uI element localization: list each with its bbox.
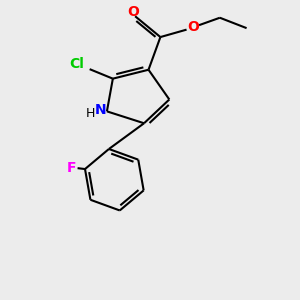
Text: F: F [67, 160, 76, 175]
Text: N: N [94, 103, 106, 117]
Text: Cl: Cl [70, 57, 85, 71]
Text: O: O [187, 20, 199, 34]
Text: H: H [86, 107, 95, 120]
Text: O: O [128, 5, 140, 20]
